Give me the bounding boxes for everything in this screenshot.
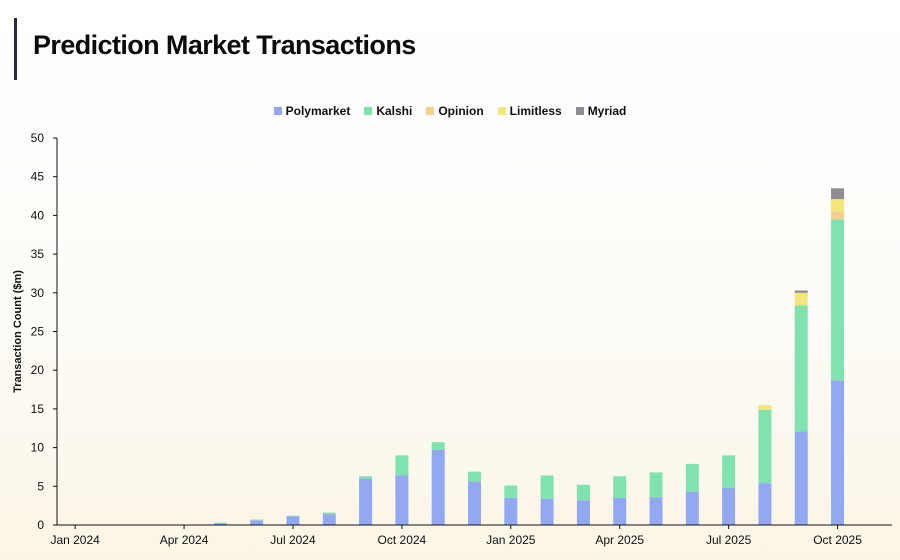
bar-segment-polymarket [286,516,300,525]
x-tick-label: Oct 2025 [813,533,862,547]
bar-segment-limitless [794,292,808,305]
bar-segment-opinion [831,211,845,220]
bar-segment-kalshi [685,463,699,492]
y-tick-label: 5 [37,479,44,493]
legend-swatch [364,107,373,115]
y-tick-label: 10 [31,441,45,455]
y-tick-label: 25 [31,325,45,339]
bar-segment-kalshi [250,519,264,521]
legend-label: Polymarket [285,104,351,118]
legend-label: Limitless [509,104,562,118]
bar-segment-myriad [794,290,808,293]
legend-swatch [575,107,584,115]
bar-segment-polymarket [322,514,336,525]
y-tick-label: 50 [31,131,45,145]
bar-segment-kalshi [322,512,336,515]
x-tick-label: Apr 2024 [160,533,209,547]
bar-segment-kalshi [649,472,663,498]
bar-segment-polymarket [395,475,409,525]
bar-segment-kalshi [794,305,808,432]
bar-segment-polymarket [431,449,445,525]
y-tick-label: 15 [31,402,45,416]
x-tick-label: Jan 2024 [50,533,100,547]
bar-segment-limitless [758,405,772,410]
legend-swatch [426,107,435,115]
bar-segment-limitless [831,199,845,212]
bar-segment-polymarket [758,483,772,525]
y-tick-label: 45 [31,170,45,184]
y-tick-label: 40 [31,208,45,222]
bar-segment-kalshi [613,476,627,498]
bar-segment-kalshi [286,515,300,517]
legend-item-limitless: Limitless [497,104,562,118]
legend-item-myriad: Myriad [575,104,627,118]
bar-segment-polymarket [250,520,264,525]
y-tick-label: 35 [31,247,45,261]
bar-segment-kalshi [468,471,481,482]
bar-segment-opinion [794,304,808,306]
bar-segment-kalshi [431,442,445,450]
bar-segment-polymarket [613,497,627,525]
bar-segment-kalshi [576,484,590,501]
x-tick-label: Jul 2025 [706,533,752,547]
x-tick-label: Oct 2024 [378,533,427,547]
legend-label: Kalshi [376,104,413,118]
bar-segment-kalshi [831,219,845,381]
x-tick-label: Apr 2025 [595,533,644,547]
legend-item-opinion: Opinion [426,104,484,118]
bar-segment-kalshi [359,476,373,479]
legend-swatch [497,107,506,115]
bar-segment-kalshi [540,475,554,499]
y-tick-label: 0 [37,518,44,532]
y-tick-label: 30 [31,286,45,300]
legend-label: Myriad [587,104,627,118]
chart-legend: Polymarket Kalshi Opinion Limitless Myriad [0,104,900,118]
bar-segment-polymarket [685,491,699,525]
bar-segment-polymarket [359,478,373,525]
bar-segment-polymarket [213,523,227,525]
x-tick-label: Jan 2025 [486,533,536,547]
page-title: Prediction Market Transactions [33,30,416,60]
legend-swatch [273,107,282,115]
bar-segment-kalshi [722,455,736,488]
y-axis-label: Transaction Count ($m) [12,270,24,393]
x-tick-label: Jul 2024 [270,533,316,547]
y-tick-label: 20 [31,363,45,377]
bar-segment-kalshi [395,455,409,476]
bar-segment-myriad [831,188,845,200]
bar-segment-kalshi [758,409,772,484]
bar-segment-polymarket [649,497,663,525]
legend-label: Opinion [438,104,484,118]
bar-segment-kalshi [504,485,518,498]
bar-segment-polymarket [722,487,736,525]
bar-segment-polymarket [468,481,481,525]
legend-item-kalshi: Kalshi [364,104,412,118]
bar-segment-polymarket [504,497,518,525]
title-accent-bar [14,18,17,80]
bar-segment-polymarket [831,380,845,525]
bar-segment-polymarket [576,500,590,525]
bar-segment-kalshi [213,522,227,524]
bar-segment-polymarket [794,431,808,525]
legend-item-polymarket: Polymarket [273,104,351,118]
bar-segment-polymarket [540,498,554,525]
